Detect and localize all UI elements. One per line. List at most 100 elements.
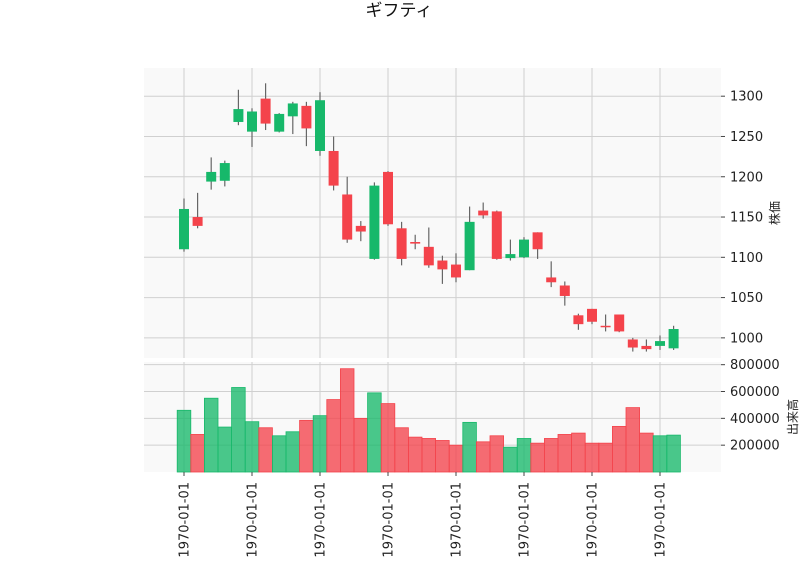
chart-title: ギフティ xyxy=(366,1,433,21)
volume-bar xyxy=(421,438,437,473)
volume-bar xyxy=(598,442,613,473)
volume-bar xyxy=(312,415,328,473)
candle-body xyxy=(301,105,312,129)
price-tick-label: 1200 xyxy=(730,170,763,185)
candle-body xyxy=(505,254,516,259)
candle-body xyxy=(573,315,584,325)
price-tick-label: 1000 xyxy=(730,331,763,346)
candle-body xyxy=(627,339,638,348)
candle-body xyxy=(219,163,230,181)
candle-body xyxy=(315,100,325,151)
candle xyxy=(383,171,393,226)
candle-body xyxy=(519,239,529,258)
volume-bar xyxy=(394,427,409,473)
candle xyxy=(233,89,244,126)
candle xyxy=(315,92,325,156)
volume-bar xyxy=(516,438,532,473)
volume-bar xyxy=(666,434,681,473)
candle xyxy=(410,234,421,250)
volume-bar xyxy=(299,419,314,473)
volume-bar xyxy=(258,427,273,473)
volume-bar xyxy=(557,434,573,473)
candle xyxy=(342,176,353,243)
volume-bar xyxy=(271,435,287,473)
volume-bar xyxy=(652,435,668,473)
volume-bar xyxy=(353,417,369,473)
candle xyxy=(641,339,652,352)
candle xyxy=(423,227,434,268)
candle xyxy=(369,182,380,260)
volume-bar xyxy=(435,440,450,473)
candle xyxy=(587,308,597,325)
volume-bar xyxy=(244,421,260,473)
candle xyxy=(600,314,611,332)
candle-body xyxy=(587,308,597,322)
candle-body xyxy=(233,109,244,122)
candle-body xyxy=(478,210,489,216)
candle xyxy=(464,206,475,271)
volume-bar xyxy=(448,444,464,473)
candle xyxy=(519,237,529,259)
candle-body xyxy=(410,242,421,244)
candle-body xyxy=(179,208,189,250)
volume-bar xyxy=(367,392,382,473)
price-tick-label: 1100 xyxy=(730,251,763,266)
candle xyxy=(287,101,298,135)
volume-bar xyxy=(462,421,477,473)
candle-body xyxy=(614,314,625,332)
volume-tick-label: 400000 xyxy=(730,412,780,427)
price-panel-background xyxy=(144,68,721,358)
candle-body xyxy=(546,277,557,283)
candle xyxy=(396,221,407,266)
candle xyxy=(328,136,339,191)
candle xyxy=(192,192,203,229)
volume-bar xyxy=(217,426,233,473)
volume-bar xyxy=(203,397,219,473)
volume-bar xyxy=(639,432,654,473)
candle xyxy=(532,232,543,259)
candle-body xyxy=(247,111,257,132)
volume-bar xyxy=(231,387,246,473)
volume-bar xyxy=(176,409,192,473)
volume-bar xyxy=(584,442,600,473)
volume-tick-label: 800000 xyxy=(730,358,780,373)
candle xyxy=(219,160,230,187)
x-tick-label: 1970-01-01 xyxy=(178,482,193,558)
candle xyxy=(505,239,516,261)
candle-body xyxy=(260,98,271,124)
candle-body xyxy=(274,113,285,132)
candle xyxy=(491,210,502,260)
candle-body xyxy=(328,150,339,186)
candle xyxy=(668,325,679,350)
volume-bar xyxy=(190,434,205,473)
volume-bar xyxy=(489,435,505,473)
volume-bar xyxy=(339,368,355,473)
price-axis-label: 株価 xyxy=(767,201,782,225)
x-tick-label: 1970-01-01 xyxy=(382,482,397,558)
candle xyxy=(478,202,489,219)
volume-bar xyxy=(544,438,559,473)
volume-bar xyxy=(625,407,641,473)
candle-body xyxy=(437,260,448,270)
volume-bar xyxy=(380,403,396,473)
volume-bar xyxy=(530,442,545,473)
candle xyxy=(614,314,625,333)
volume-axis-label: 出来高 xyxy=(785,399,800,435)
volume-bar xyxy=(326,399,341,473)
axis-tick-labels: 1000 1050 1100 1150 1200 1250 1300 200000 400000… xyxy=(178,90,780,558)
volume-bar xyxy=(285,431,301,473)
volume-bar xyxy=(503,446,518,473)
candle-body xyxy=(369,185,380,259)
candle-body xyxy=(355,225,366,232)
price-tick-label: 1250 xyxy=(730,130,763,145)
x-tick-label: 1970-01-01 xyxy=(586,482,601,558)
candle xyxy=(627,337,638,352)
candle xyxy=(559,281,570,306)
candle-body xyxy=(559,285,570,296)
volume-bar xyxy=(475,441,491,473)
candle xyxy=(247,108,257,147)
x-tick-label: 1970-01-01 xyxy=(450,482,465,558)
candle-body xyxy=(668,329,679,349)
x-tick-label: 1970-01-01 xyxy=(654,482,669,558)
